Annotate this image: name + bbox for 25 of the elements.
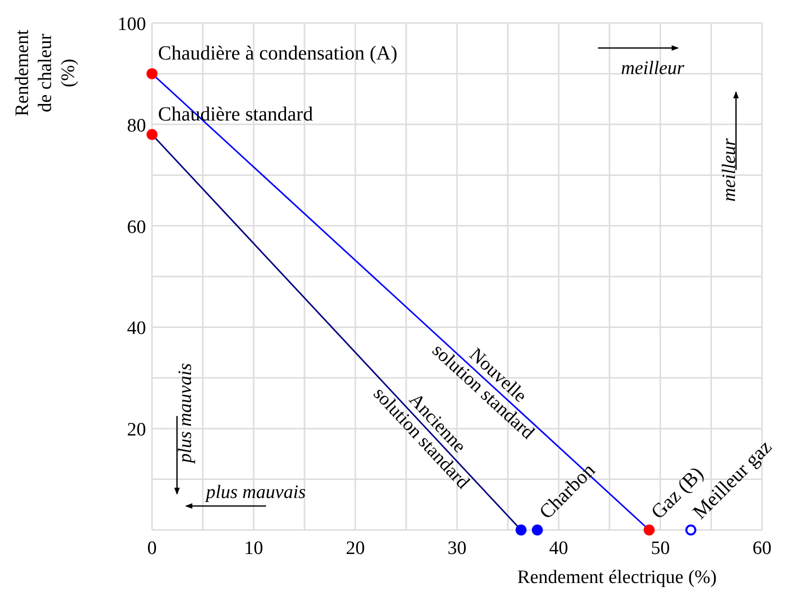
- point: [685, 524, 696, 536]
- y-tick-label: 100: [118, 14, 146, 35]
- x-tick-label: 0: [147, 538, 157, 559]
- point: [644, 524, 655, 536]
- x-tick-label: 60: [752, 538, 772, 559]
- x-tick-label: 10: [244, 538, 264, 559]
- y-tick-label: 20: [127, 420, 146, 441]
- x-tick-label: 40: [549, 538, 568, 559]
- point: [532, 524, 543, 536]
- y-tick-label: 80: [127, 115, 146, 136]
- y-axis-title: Rendement de chaleur (%): [12, 29, 79, 116]
- y-tick-label: 40: [127, 318, 146, 340]
- x-tick-label: 30: [448, 538, 466, 559]
- annotation: meilleur: [621, 58, 685, 79]
- annotation: plus mauvais: [175, 363, 196, 465]
- annotation: plus mauvais: [204, 482, 306, 503]
- annotation: Chaudière à condensation (A): [158, 42, 398, 65]
- x-tick-label: 20: [346, 538, 365, 559]
- point: [146, 68, 158, 80]
- annotation: meilleur: [719, 138, 740, 202]
- x-axis-title: Rendement électrique (%): [517, 567, 717, 588]
- point: [516, 524, 527, 536]
- point: [146, 129, 158, 140]
- y-tick-label: 60: [127, 216, 146, 238]
- x-tick-label: 50: [650, 538, 670, 559]
